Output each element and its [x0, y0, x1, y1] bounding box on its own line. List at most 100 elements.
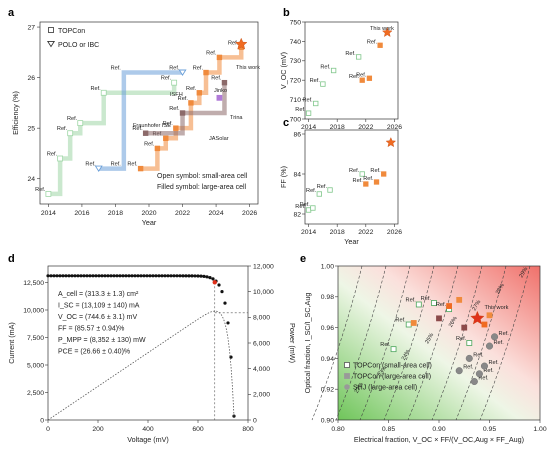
data-point	[179, 110, 186, 116]
y-axis-label: Efficiency (%)	[11, 91, 20, 135]
contour-label: 22%	[354, 382, 365, 395]
contour-label: 29%	[519, 266, 530, 279]
iv-point	[145, 274, 149, 278]
iv-point	[76, 274, 80, 278]
data-point	[480, 362, 488, 370]
panel-b-frame	[304, 21, 399, 120]
ref-label: Ref.	[320, 65, 331, 71]
y-tick-label: 750	[290, 19, 302, 26]
legend-marker-square	[48, 27, 54, 33]
y-tick-label: 7,500	[27, 335, 44, 342]
ref-label: Ref.	[395, 318, 406, 324]
contour-line	[431, 265, 483, 421]
y-tick-label: 27	[27, 25, 35, 32]
iv-point	[166, 274, 170, 278]
iv-point	[184, 274, 188, 278]
x-tick-label: 400	[142, 426, 154, 433]
iv-point	[46, 274, 50, 278]
iv-point	[151, 274, 155, 278]
ref-label: Ref.	[349, 74, 360, 80]
data-point	[94, 165, 103, 173]
y-tick-label: 700	[290, 116, 302, 123]
iv-point	[133, 274, 137, 278]
x-axis-label: Year	[142, 218, 157, 227]
data-point	[436, 315, 442, 322]
x-tick-label: 2026	[242, 210, 257, 217]
legend-label: POLO or IBC	[58, 42, 99, 49]
x-tick-label: 2018	[330, 229, 345, 236]
y-tick-label: 10,000	[23, 307, 44, 314]
y2-axis-label: Power (mW)	[288, 323, 297, 363]
annotation: ISFH	[170, 92, 183, 98]
data-point	[316, 191, 322, 197]
y-tick-label: 1.00	[321, 263, 334, 270]
data-point	[366, 75, 373, 81]
contour-label: 24%	[401, 349, 412, 362]
iv-point	[208, 275, 212, 280]
parameter-line: V_OC = (744.6 ± 3.1) mV	[58, 314, 137, 321]
legend-marker	[344, 362, 350, 368]
x-tick-label: 600	[192, 426, 204, 433]
annotation: Fraunhofer ISE	[133, 123, 171, 129]
y-tick-label: 84	[293, 171, 301, 178]
data-point	[455, 367, 463, 375]
y2-tick-label: 12,000	[253, 263, 274, 270]
ref-label: Ref.	[169, 66, 180, 72]
data-point	[446, 303, 453, 309]
series-line-0	[48, 82, 177, 197]
y-tick-label: 730	[290, 58, 302, 65]
data-point	[188, 100, 194, 106]
iv-point	[175, 274, 179, 278]
data-point	[381, 171, 387, 177]
iv-point	[88, 274, 92, 278]
iv-point	[103, 274, 107, 278]
iv-point	[220, 290, 224, 294]
iv-point	[211, 277, 215, 281]
iv-point	[112, 274, 116, 278]
x-tick-label: 0.95	[483, 426, 496, 433]
x-tick-label: 2018	[330, 124, 345, 131]
y2-tick-label: 10,000	[253, 289, 274, 296]
ref-label: Ref.	[317, 184, 328, 190]
iv-point	[70, 274, 74, 278]
data-point	[77, 120, 84, 127]
ref-label: Ref.	[306, 188, 317, 194]
x-tick-label: 0	[46, 426, 50, 433]
y-tick-label: 0.90	[321, 417, 334, 424]
data-point	[491, 333, 499, 341]
data-point	[203, 69, 209, 76]
iv-point	[67, 274, 71, 278]
ref-label: Ref.	[57, 126, 68, 132]
contour-label: 26%	[448, 316, 459, 329]
data-point	[486, 342, 494, 350]
ref-label: Ref.	[436, 302, 447, 308]
y-tick-label: 24	[27, 176, 35, 183]
parameter-line: I_SC = (13,109 ± 140) mA	[58, 303, 140, 310]
x-tick-label: 2022	[358, 229, 373, 236]
data-point	[330, 67, 337, 74]
iv-point	[121, 274, 125, 278]
ref-label: Ref.	[367, 39, 378, 45]
legend-label: TOPCon	[58, 28, 85, 35]
annotation: Open symbol: small-area cell	[157, 173, 248, 180]
iv-point	[109, 274, 113, 278]
iv-point	[115, 274, 119, 278]
contour-label: 25%	[424, 332, 435, 345]
ref-label: Ref.	[178, 96, 189, 102]
data-point	[377, 42, 383, 48]
y-tick-label: 12,500	[23, 280, 44, 287]
contour-line	[359, 265, 411, 421]
data-point	[382, 26, 393, 37]
x-tick-label: 2022	[175, 210, 190, 217]
data-point	[235, 37, 248, 50]
y-tick-label: 86	[293, 131, 301, 138]
iv-point	[85, 274, 89, 278]
data-point	[410, 320, 417, 326]
ref-label: Ref.	[494, 340, 505, 346]
ref-label: Ref.	[380, 342, 391, 348]
iv-point	[130, 274, 134, 278]
iv-point	[73, 274, 77, 278]
data-point	[163, 135, 169, 141]
mpp-point	[212, 280, 217, 285]
iv-point	[136, 274, 140, 278]
